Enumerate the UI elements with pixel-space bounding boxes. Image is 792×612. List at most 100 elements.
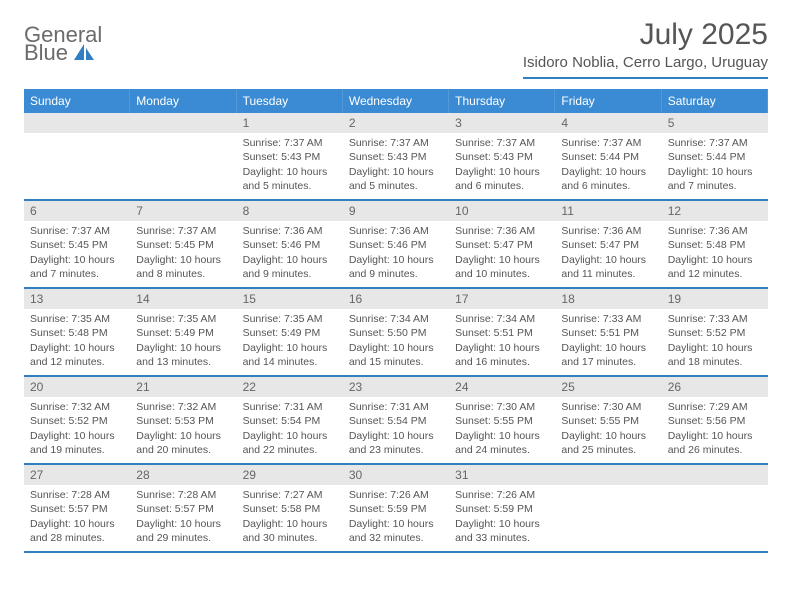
- dow-header-cell: Saturday: [662, 89, 768, 113]
- day-body: Sunrise: 7:30 AMSunset: 5:55 PMDaylight:…: [449, 397, 555, 463]
- day-body: [130, 133, 236, 142]
- day-cell: 3Sunrise: 7:37 AMSunset: 5:43 PMDaylight…: [449, 113, 555, 199]
- day-body: Sunrise: 7:34 AMSunset: 5:50 PMDaylight:…: [343, 309, 449, 375]
- sunrise-text: Sunrise: 7:36 AM: [349, 224, 443, 238]
- location-text: Isidoro Noblia, Cerro Largo, Uruguay: [523, 54, 768, 79]
- sunset-text: Sunset: 5:51 PM: [455, 326, 549, 340]
- day-body: Sunrise: 7:35 AMSunset: 5:49 PMDaylight:…: [237, 309, 343, 375]
- daylight-text: Daylight: 10 hours and 6 minutes.: [561, 165, 655, 193]
- day-number: 20: [24, 377, 130, 397]
- day-body: Sunrise: 7:35 AMSunset: 5:49 PMDaylight:…: [130, 309, 236, 375]
- day-number: 14: [130, 289, 236, 309]
- sunset-text: Sunset: 5:48 PM: [30, 326, 124, 340]
- calendar-page: General Blue July 2025 Isidoro Noblia, C…: [0, 0, 792, 571]
- day-number: 2: [343, 113, 449, 133]
- sunrise-text: Sunrise: 7:36 AM: [668, 224, 762, 238]
- daylight-text: Daylight: 10 hours and 22 minutes.: [243, 429, 337, 457]
- daylight-text: Daylight: 10 hours and 7 minutes.: [668, 165, 762, 193]
- day-body: Sunrise: 7:36 AMSunset: 5:48 PMDaylight:…: [662, 221, 768, 287]
- sunrise-text: Sunrise: 7:37 AM: [455, 136, 549, 150]
- dow-header-cell: Sunday: [24, 89, 130, 113]
- day-cell: 25Sunrise: 7:30 AMSunset: 5:55 PMDayligh…: [555, 377, 661, 463]
- day-number: 31: [449, 465, 555, 485]
- calendar-grid: SundayMondayTuesdayWednesdayThursdayFrid…: [24, 89, 768, 553]
- sunset-text: Sunset: 5:47 PM: [455, 238, 549, 252]
- day-cell: 17Sunrise: 7:34 AMSunset: 5:51 PMDayligh…: [449, 289, 555, 375]
- sail-icon: [74, 42, 96, 64]
- day-cell: 31Sunrise: 7:26 AMSunset: 5:59 PMDayligh…: [449, 465, 555, 551]
- day-number: 9: [343, 201, 449, 221]
- daylight-text: Daylight: 10 hours and 5 minutes.: [243, 165, 337, 193]
- day-body: Sunrise: 7:32 AMSunset: 5:52 PMDaylight:…: [24, 397, 130, 463]
- sunset-text: Sunset: 5:45 PM: [30, 238, 124, 252]
- day-cell: [130, 113, 236, 199]
- day-cell: 5Sunrise: 7:37 AMSunset: 5:44 PMDaylight…: [662, 113, 768, 199]
- sunrise-text: Sunrise: 7:36 AM: [243, 224, 337, 238]
- day-cell: 2Sunrise: 7:37 AMSunset: 5:43 PMDaylight…: [343, 113, 449, 199]
- daylight-text: Daylight: 10 hours and 15 minutes.: [349, 341, 443, 369]
- day-cell: 21Sunrise: 7:32 AMSunset: 5:53 PMDayligh…: [130, 377, 236, 463]
- day-cell: 23Sunrise: 7:31 AMSunset: 5:54 PMDayligh…: [343, 377, 449, 463]
- week-row: 20Sunrise: 7:32 AMSunset: 5:52 PMDayligh…: [24, 377, 768, 465]
- sunrise-text: Sunrise: 7:37 AM: [561, 136, 655, 150]
- sunset-text: Sunset: 5:45 PM: [136, 238, 230, 252]
- sunset-text: Sunset: 5:51 PM: [561, 326, 655, 340]
- day-number: 29: [237, 465, 343, 485]
- day-number: 8: [237, 201, 343, 221]
- day-body: Sunrise: 7:33 AMSunset: 5:52 PMDaylight:…: [662, 309, 768, 375]
- sunset-text: Sunset: 5:43 PM: [455, 150, 549, 164]
- dow-header-row: SundayMondayTuesdayWednesdayThursdayFrid…: [24, 89, 768, 113]
- sunset-text: Sunset: 5:58 PM: [243, 502, 337, 516]
- week-row: 13Sunrise: 7:35 AMSunset: 5:48 PMDayligh…: [24, 289, 768, 377]
- day-body: Sunrise: 7:28 AMSunset: 5:57 PMDaylight:…: [24, 485, 130, 551]
- sunset-text: Sunset: 5:48 PM: [668, 238, 762, 252]
- daylight-text: Daylight: 10 hours and 16 minutes.: [455, 341, 549, 369]
- daylight-text: Daylight: 10 hours and 32 minutes.: [349, 517, 443, 545]
- sunrise-text: Sunrise: 7:36 AM: [561, 224, 655, 238]
- daylight-text: Daylight: 10 hours and 9 minutes.: [243, 253, 337, 281]
- daylight-text: Daylight: 10 hours and 30 minutes.: [243, 517, 337, 545]
- sunset-text: Sunset: 5:54 PM: [243, 414, 337, 428]
- daylight-text: Daylight: 10 hours and 10 minutes.: [455, 253, 549, 281]
- sunrise-text: Sunrise: 7:28 AM: [30, 488, 124, 502]
- day-body: Sunrise: 7:35 AMSunset: 5:48 PMDaylight:…: [24, 309, 130, 375]
- sunset-text: Sunset: 5:59 PM: [349, 502, 443, 516]
- day-number: 18: [555, 289, 661, 309]
- sunset-text: Sunset: 5:49 PM: [243, 326, 337, 340]
- sunrise-text: Sunrise: 7:37 AM: [349, 136, 443, 150]
- day-cell: 7Sunrise: 7:37 AMSunset: 5:45 PMDaylight…: [130, 201, 236, 287]
- day-body: Sunrise: 7:31 AMSunset: 5:54 PMDaylight:…: [343, 397, 449, 463]
- day-number: [555, 465, 661, 485]
- day-number: 1: [237, 113, 343, 133]
- day-number: 24: [449, 377, 555, 397]
- week-row: 6Sunrise: 7:37 AMSunset: 5:45 PMDaylight…: [24, 201, 768, 289]
- day-cell: 10Sunrise: 7:36 AMSunset: 5:47 PMDayligh…: [449, 201, 555, 287]
- logo-line2: Blue: [24, 40, 68, 65]
- sunrise-text: Sunrise: 7:35 AM: [30, 312, 124, 326]
- day-body: [662, 485, 768, 494]
- day-cell: 19Sunrise: 7:33 AMSunset: 5:52 PMDayligh…: [662, 289, 768, 375]
- sunrise-text: Sunrise: 7:29 AM: [668, 400, 762, 414]
- day-cell: 27Sunrise: 7:28 AMSunset: 5:57 PMDayligh…: [24, 465, 130, 551]
- sunset-text: Sunset: 5:44 PM: [668, 150, 762, 164]
- sunset-text: Sunset: 5:59 PM: [455, 502, 549, 516]
- day-body: [24, 133, 130, 142]
- day-number: 15: [237, 289, 343, 309]
- day-number: [662, 465, 768, 485]
- daylight-text: Daylight: 10 hours and 8 minutes.: [136, 253, 230, 281]
- sunrise-text: Sunrise: 7:28 AM: [136, 488, 230, 502]
- sunrise-text: Sunrise: 7:32 AM: [136, 400, 230, 414]
- day-number: 12: [662, 201, 768, 221]
- day-number: 30: [343, 465, 449, 485]
- day-cell: 8Sunrise: 7:36 AMSunset: 5:46 PMDaylight…: [237, 201, 343, 287]
- day-body: Sunrise: 7:37 AMSunset: 5:45 PMDaylight:…: [130, 221, 236, 287]
- daylight-text: Daylight: 10 hours and 6 minutes.: [455, 165, 549, 193]
- sunrise-text: Sunrise: 7:37 AM: [243, 136, 337, 150]
- sunrise-text: Sunrise: 7:26 AM: [455, 488, 549, 502]
- day-number: 11: [555, 201, 661, 221]
- daylight-text: Daylight: 10 hours and 19 minutes.: [30, 429, 124, 457]
- daylight-text: Daylight: 10 hours and 13 minutes.: [136, 341, 230, 369]
- daylight-text: Daylight: 10 hours and 12 minutes.: [668, 253, 762, 281]
- sunset-text: Sunset: 5:56 PM: [668, 414, 762, 428]
- day-body: Sunrise: 7:37 AMSunset: 5:43 PMDaylight:…: [449, 133, 555, 199]
